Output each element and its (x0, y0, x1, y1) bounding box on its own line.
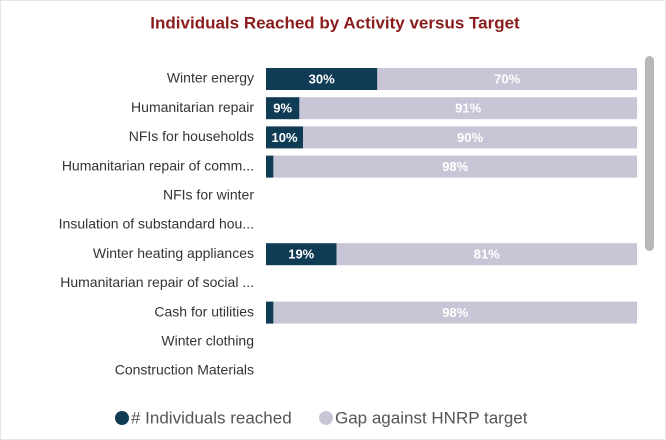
category-label: Insulation of substandard hou... (59, 216, 254, 232)
value-label: 98% (442, 305, 468, 320)
category-label: Humanitarian repair of social ... (60, 274, 254, 290)
value-label: 81% (474, 247, 500, 262)
value-label: 19% (288, 247, 314, 262)
bar-segment (299, 97, 637, 120)
category-label: Humanitarian repair (131, 99, 254, 115)
bar-segment (303, 126, 637, 149)
bar-segment (266, 301, 274, 324)
value-label: 98% (442, 159, 468, 174)
bar-segment (377, 68, 637, 90)
category-label: Winter clothing (161, 333, 254, 349)
value-label: 91% (455, 101, 481, 116)
value-label: 70% (494, 71, 520, 86)
value-label: 30% (309, 71, 335, 86)
chart-title: Individuals Reached by Activity versus T… (150, 13, 520, 32)
legend-swatch (319, 411, 333, 425)
category-label: Humanitarian repair of comm... (62, 157, 254, 173)
bar-segment (266, 97, 300, 120)
category-label: Winter energy (167, 70, 254, 86)
bar-segment (266, 126, 304, 149)
bar-segment (273, 155, 637, 178)
bar-segment (336, 243, 637, 266)
scrollbar[interactable] (645, 56, 654, 251)
bar-segment (266, 243, 337, 266)
value-label: 10% (272, 130, 298, 145)
legend-label: # Individuals reached (131, 408, 292, 427)
value-label: 90% (457, 130, 483, 145)
category-label: NFIs for households (129, 128, 254, 144)
legend-swatch (115, 411, 129, 425)
value-label: 9% (273, 101, 292, 116)
bar-segment (273, 301, 637, 324)
legend-label: Gap against HNRP target (335, 408, 528, 427)
bar-segment (266, 68, 378, 90)
bar-segment (266, 155, 274, 178)
category-label: Cash for utilities (154, 303, 254, 319)
category-label: Construction Materials (115, 362, 254, 378)
category-label: NFIs for winter (163, 187, 254, 203)
category-label: Winter heating appliances (93, 245, 254, 261)
